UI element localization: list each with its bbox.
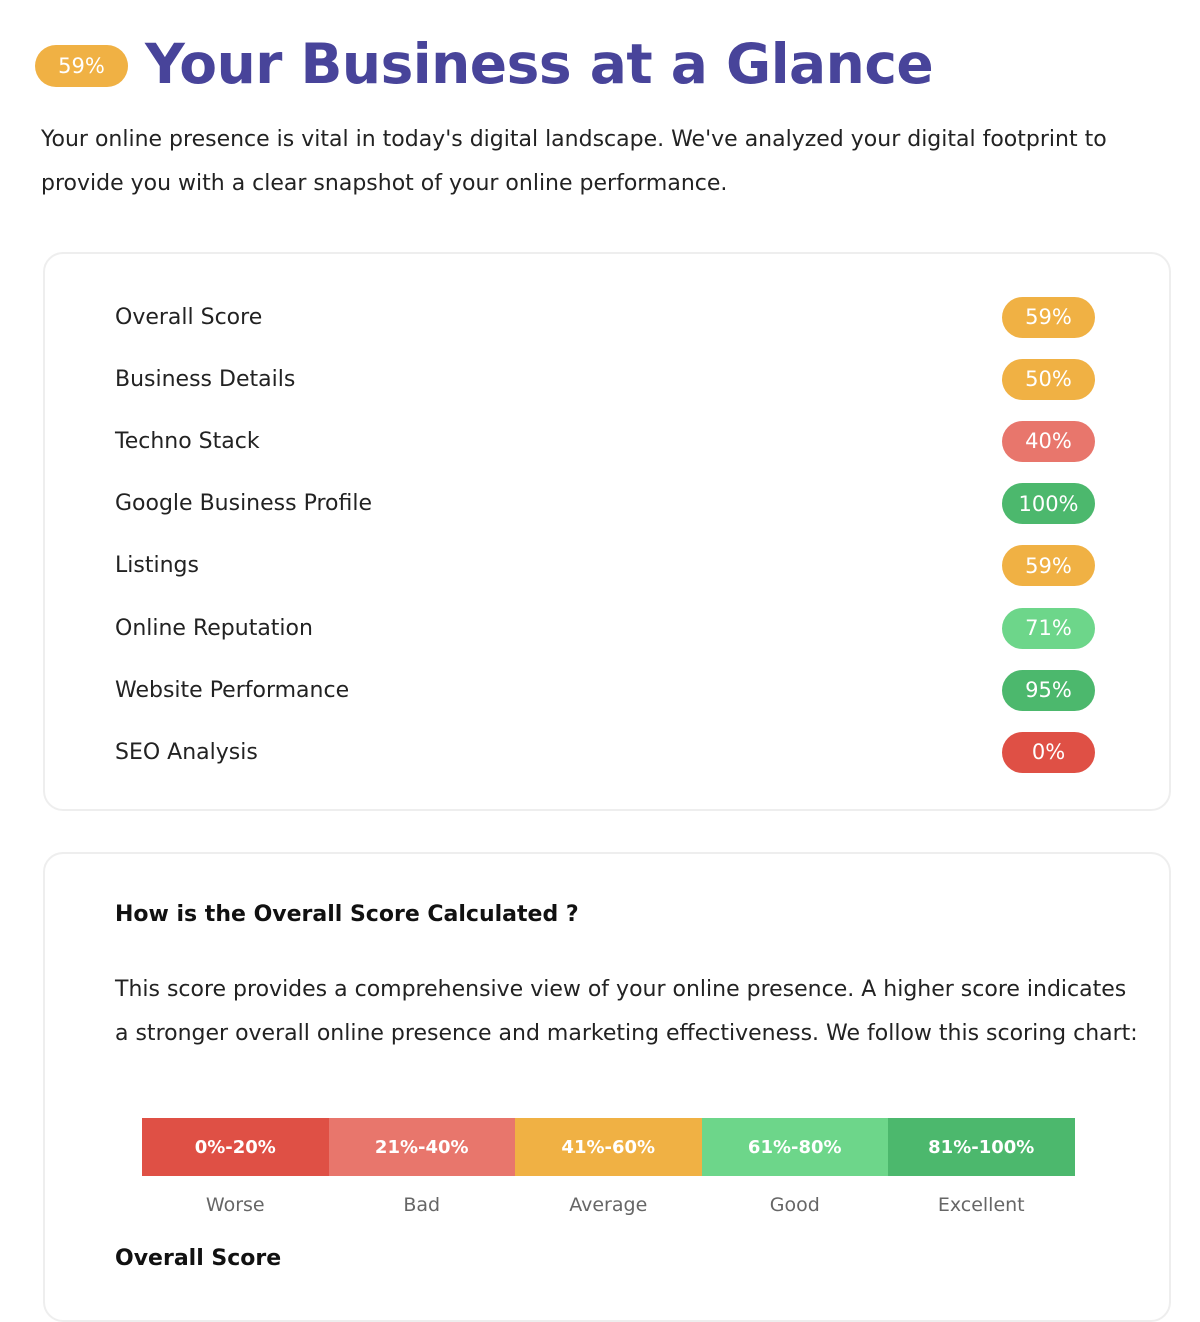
score-badge: 50% bbox=[1002, 358, 1095, 400]
page-header: 59% Your Business at a Glance bbox=[35, 32, 934, 96]
intro-text: Your online presence is vital in today's… bbox=[41, 127, 1107, 196]
scale-segment: 81%-100% bbox=[888, 1118, 1075, 1176]
scores-card: Overall Score 59% Business Details 50% Techn… bbox=[43, 252, 1171, 811]
scale-label: Excellent bbox=[937, 1194, 1025, 1216]
score-label: Website Performance bbox=[115, 677, 350, 703]
scale-segment: 21%-40% bbox=[328, 1118, 515, 1176]
score-label: Techno Stack bbox=[115, 428, 260, 454]
score-badge: 95% bbox=[1002, 669, 1095, 711]
score-row: Online Reputation 71% bbox=[115, 607, 1095, 649]
scale-segment: 0%-20% bbox=[142, 1118, 329, 1176]
score-label: Business Details bbox=[115, 366, 296, 392]
score-row: Google Business Profile 100% bbox=[115, 483, 1095, 525]
page-title: Your Business at a Glance bbox=[145, 32, 934, 96]
scoring-scale-labels: Worse Bad Average Good Excellent bbox=[142, 1194, 1075, 1216]
score-calculation-card: How is the Overall Score Calculated ? Th… bbox=[43, 852, 1171, 1322]
scoring-scale: 0%-20% 21%-40% 41%-60% 61%-80% 81%-100% bbox=[142, 1118, 1075, 1176]
score-label: SEO Analysis bbox=[115, 739, 258, 765]
scale-label: Worse bbox=[205, 1194, 265, 1216]
score-badge: 59% bbox=[1002, 545, 1095, 587]
score-row: Listings 59% bbox=[115, 545, 1095, 587]
calculation-description: This score provides a comprehensive view… bbox=[115, 977, 1138, 1046]
score-label: Listings bbox=[115, 553, 199, 579]
score-label: Overall Score bbox=[115, 304, 263, 330]
overall-score-heading: Overall Score bbox=[115, 1246, 282, 1271]
scale-label: Bad bbox=[403, 1194, 441, 1216]
scale-segment: 41%-60% bbox=[515, 1118, 702, 1176]
score-row: Website Performance 95% bbox=[115, 669, 1095, 711]
score-badge: 71% bbox=[1002, 607, 1095, 649]
score-badge: 100% bbox=[1002, 483, 1095, 525]
scale-label: Average bbox=[569, 1194, 648, 1216]
calculation-heading: How is the Overall Score Calculated ? bbox=[115, 902, 579, 927]
score-label: Google Business Profile bbox=[115, 491, 372, 517]
score-row: SEO Analysis 0% bbox=[115, 731, 1095, 773]
score-row: Techno Stack 40% bbox=[115, 420, 1095, 462]
score-label: Online Reputation bbox=[115, 615, 313, 641]
score-badge: 40% bbox=[1002, 420, 1095, 462]
scale-label: Good bbox=[769, 1194, 820, 1216]
score-badge: 59% bbox=[1002, 296, 1095, 338]
score-badge: 0% bbox=[1002, 731, 1095, 773]
scale-segment: 61%-80% bbox=[701, 1118, 888, 1176]
overall-score-badge: 59% bbox=[35, 45, 128, 87]
score-row: Overall Score 59% bbox=[115, 296, 1095, 338]
score-row: Business Details 50% bbox=[115, 358, 1095, 400]
